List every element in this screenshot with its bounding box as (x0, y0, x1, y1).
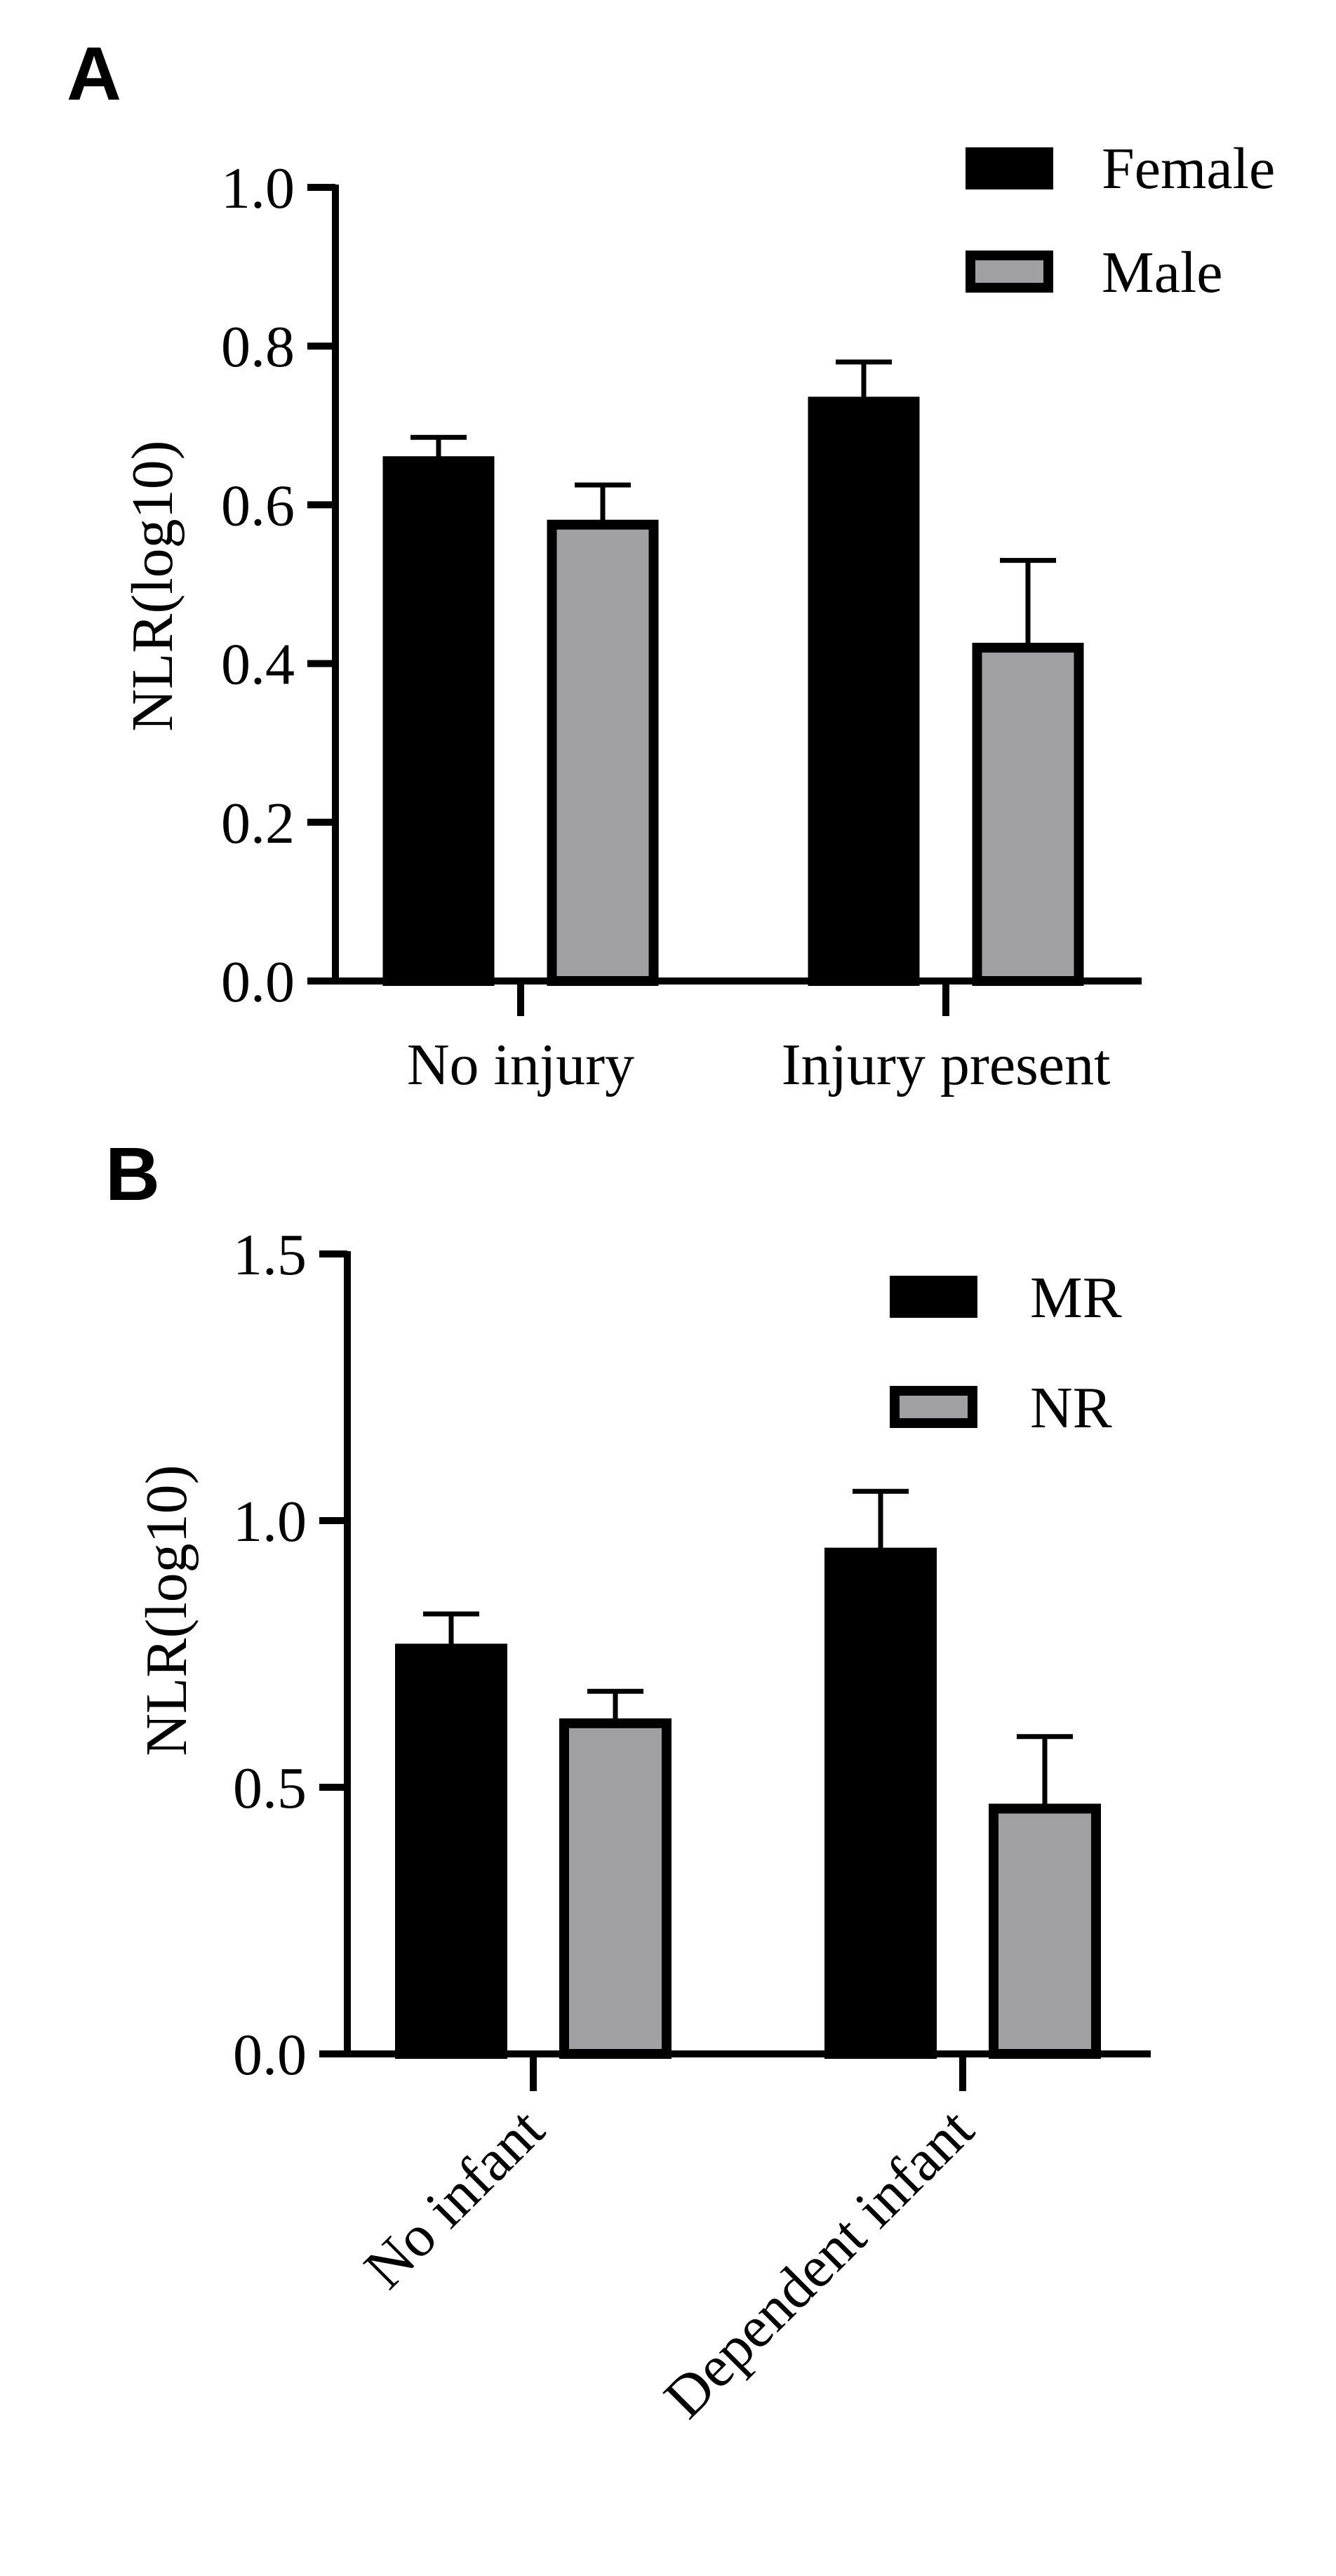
bar-mr-dependent-infant (824, 1547, 937, 2060)
bar-male-no-injury (547, 519, 659, 986)
x-category-label: No injury (407, 1032, 634, 1097)
y-tick-label: 1.0 (233, 1489, 307, 1554)
bar-nr-dependent-infant (989, 1803, 1101, 2059)
legend-label-female: Female (1102, 136, 1275, 201)
panel-b-letter: B (105, 1131, 160, 1216)
y-tick-label: 0.2 (221, 791, 295, 856)
bar-mr-no-infant (395, 1643, 507, 2059)
y-tick-label: 0.0 (221, 949, 295, 1015)
y-tick-label: 0.4 (221, 632, 295, 698)
legend-label-male: Male (1102, 240, 1223, 305)
y-tick-label: 0.8 (221, 314, 295, 380)
legend-swatch-female (966, 147, 1053, 189)
legend-swatch-nr (890, 1386, 977, 1428)
panel-a-legend: Female Male (966, 136, 1275, 305)
panel-b: B NLR(log10) 0.0 0.5 1.0 1.5 No infant Depend… (105, 1131, 1151, 2431)
bar-male-injury-present (972, 642, 1084, 986)
y-tick-label: 0.0 (233, 2022, 307, 2088)
bar-nr-no-infant (559, 1718, 672, 2060)
legend-swatch-male (966, 251, 1053, 293)
x-category-label: Dependent infant (652, 2097, 986, 2431)
legend-label-nr: NR (1030, 1375, 1112, 1441)
x-category-label: Injury present (782, 1032, 1111, 1097)
y-tick-label: 1.5 (233, 1222, 307, 1288)
legend-swatch-mr (890, 1276, 977, 1318)
y-tick-label: 1.0 (221, 156, 295, 221)
bar-female-no-injury (382, 456, 495, 986)
panel-a-plot-area: 0.0 0.2 0.4 0.6 0.8 1.0 No injury Injury presen… (221, 156, 1142, 1097)
y-tick-label: 0.6 (221, 473, 295, 538)
panel-a-letter: A (67, 31, 121, 116)
y-tick-label: 0.5 (233, 1756, 307, 1821)
x-category-label: No infant (352, 2097, 557, 2302)
legend-label-mr: MR (1030, 1265, 1122, 1330)
panel-b-legend: MR NR (890, 1265, 1122, 1441)
panel-b-plot-area: 0.0 0.5 1.0 1.5 No infant Dependent infant (233, 1222, 1151, 2431)
panel-b-y-axis-title: NLR(log10) (134, 1464, 199, 1756)
panel-a: A NLR(log10) 0.0 0.2 0.4 0.6 0.8 1.0 No injury… (67, 31, 1275, 1097)
bar-female-injury-present (808, 396, 920, 986)
panel-a-y-axis-title: NLR(log10) (120, 440, 185, 731)
